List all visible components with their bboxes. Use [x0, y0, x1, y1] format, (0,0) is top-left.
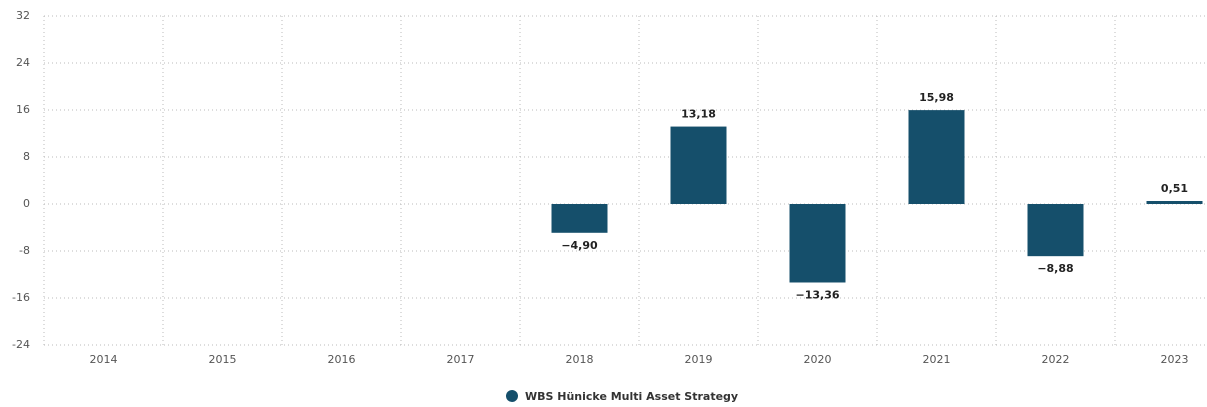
y-tick-label: 32	[16, 9, 30, 22]
data-label: −4,90	[561, 239, 598, 252]
legend-marker	[506, 390, 518, 402]
x-tick-label: 2015	[209, 353, 237, 366]
bar	[551, 204, 608, 233]
y-tick-label: 0	[23, 197, 30, 210]
bar	[1146, 201, 1203, 204]
bar	[908, 110, 965, 204]
data-label: −8,88	[1037, 262, 1073, 275]
y-tick-label: -8	[19, 244, 30, 257]
legend-label: WBS Hünicke Multi Asset Strategy	[525, 390, 738, 403]
bar	[670, 126, 727, 204]
y-tick-label: 16	[16, 103, 30, 116]
data-label: 0,51	[1161, 182, 1188, 195]
x-tick-label: 2018	[566, 353, 594, 366]
data-label: 13,18	[681, 108, 716, 121]
x-tick-label: 2023	[1161, 353, 1189, 366]
x-tick-label: 2022	[1042, 353, 1070, 366]
bar	[789, 204, 846, 283]
x-tick-label: 2016	[328, 353, 356, 366]
x-tick-label: 2019	[685, 353, 713, 366]
y-tick-label: -16	[12, 291, 30, 304]
y-tick-label: -24	[12, 338, 30, 351]
x-tick-label: 2014	[90, 353, 118, 366]
x-tick-label: 2017	[447, 353, 475, 366]
y-tick-label: 8	[23, 150, 30, 163]
y-tick-label: 24	[16, 56, 30, 69]
x-tick-label: 2020	[804, 353, 832, 366]
x-tick-label: 2021	[923, 353, 951, 366]
data-label: −13,36	[795, 288, 839, 301]
bar	[1027, 204, 1084, 257]
data-label: 15,98	[919, 91, 954, 104]
